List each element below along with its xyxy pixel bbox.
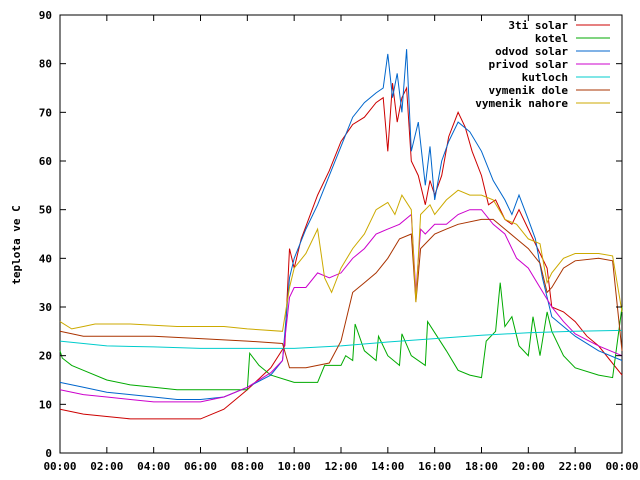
legend-label: kutloch bbox=[522, 71, 568, 84]
y-tick-label: 20 bbox=[39, 350, 52, 363]
legend-label: privod solar bbox=[489, 58, 569, 71]
y-tick-label: 10 bbox=[39, 398, 52, 411]
x-tick-label: 18:00 bbox=[465, 460, 498, 473]
x-tick-label: 02:00 bbox=[90, 460, 123, 473]
y-tick-label: 60 bbox=[39, 155, 52, 168]
y-tick-label: 70 bbox=[39, 106, 52, 119]
y-tick-label: 50 bbox=[39, 204, 52, 217]
series-layer bbox=[59, 49, 623, 420]
x-tick-label: 00:00 bbox=[605, 460, 638, 473]
legend-label: odvod solar bbox=[495, 45, 568, 58]
series-line-vymenik-dole bbox=[59, 218, 623, 369]
x-tick-label: 00:00 bbox=[43, 460, 76, 473]
series-line-kotel bbox=[59, 282, 623, 391]
y-tick-label: 30 bbox=[39, 301, 52, 314]
legend-label: kotel bbox=[535, 32, 568, 45]
x-tick-label: 12:00 bbox=[324, 460, 357, 473]
x-tick-label: 06:00 bbox=[184, 460, 217, 473]
x-tick-label: 10:00 bbox=[278, 460, 311, 473]
legend-label: vymenik nahore bbox=[475, 97, 568, 110]
legend-label: vymenik dole bbox=[489, 84, 569, 97]
y-tick-label: 0 bbox=[45, 447, 52, 460]
series-line-privod-solar bbox=[59, 209, 623, 403]
legend-label: 3ti solar bbox=[508, 19, 568, 32]
y-tick-label: 40 bbox=[39, 252, 52, 265]
x-tick-label: 22:00 bbox=[559, 460, 592, 473]
x-tick-label: 16:00 bbox=[418, 460, 451, 473]
series-line-kutloch bbox=[59, 329, 623, 349]
x-tick-label: 04:00 bbox=[137, 460, 170, 473]
x-tick-label: 08:00 bbox=[231, 460, 264, 473]
y-tick-label: 90 bbox=[39, 9, 52, 22]
series-line-vymenik-nahore bbox=[59, 189, 623, 332]
x-tick-label: 20:00 bbox=[512, 460, 545, 473]
tick-layer: 0 10 20 30 40 50 60 70 80 90 00:00 02:00 04:00 06:00 0… bbox=[39, 9, 639, 473]
y-tick-label: 80 bbox=[39, 58, 52, 71]
x-tick-label: 14:00 bbox=[371, 460, 404, 473]
y-axis-label: teplota ve C bbox=[10, 205, 23, 284]
series-line-3ti-solar bbox=[59, 83, 623, 420]
